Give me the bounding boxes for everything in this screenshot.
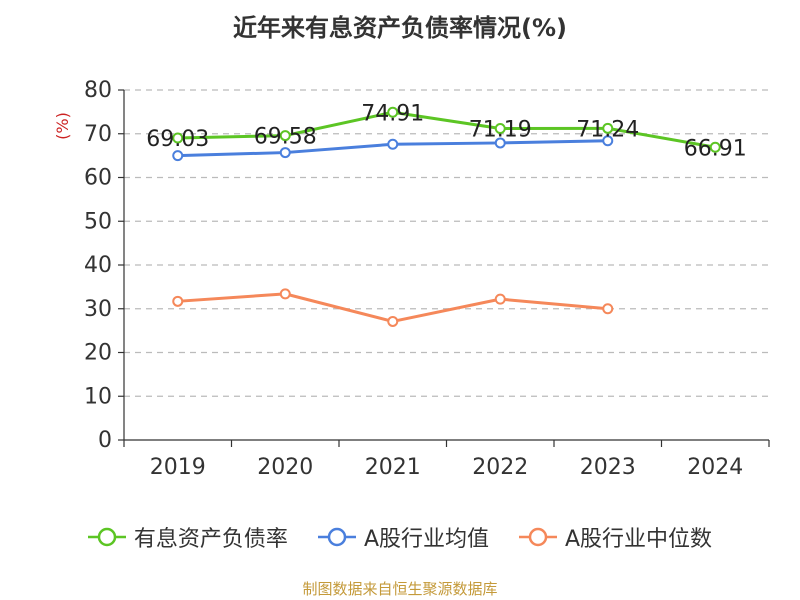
data-point: [602, 122, 614, 134]
y-tick-label: 70: [84, 122, 112, 147]
legend-item[interactable]: 有息资产负债率: [87, 521, 288, 553]
data-label: 71.19: [469, 118, 532, 143]
data-label: 69.03: [146, 127, 209, 152]
x-tick-label: 2022: [472, 455, 528, 480]
data-point: [387, 315, 399, 327]
data-point: [172, 150, 184, 162]
data-point: [279, 288, 291, 300]
data-point: [494, 137, 506, 149]
y-tick-label: 30: [84, 297, 112, 322]
data-label: 69.58: [254, 125, 317, 150]
y-tick-label: 40: [84, 253, 112, 278]
x-tick-label: 2021: [365, 455, 421, 480]
data-labels: 69.03 69.58 74.91 71.19 71.24 66.91: [146, 101, 746, 161]
data-label: 74.91: [361, 101, 424, 126]
x-tick-label: 2024: [687, 455, 743, 480]
axes: 0 10 20 30 40 50 60 70 80 2019 2020 2021 2022 2023 202…: [53, 78, 770, 480]
legend-swatch-icon: [317, 527, 356, 547]
data-point: [602, 303, 614, 315]
x-tick-label: 2020: [257, 455, 313, 480]
y-tick-label: 60: [84, 166, 112, 191]
x-tick-label: 2023: [580, 455, 636, 480]
data-point: [494, 123, 506, 135]
data-point: [494, 293, 506, 305]
y-tick-label: 80: [84, 78, 112, 103]
data-label: 66.91: [684, 136, 747, 161]
y-tick-label: 10: [84, 384, 112, 409]
source-note: 制图数据来自恒生聚源数据库: [302, 580, 498, 598]
y-tick-label: 0: [98, 428, 112, 453]
legend-item[interactable]: A股行业中位数: [519, 521, 712, 553]
series-line: [177, 110, 716, 149]
data-label: 71.24: [576, 117, 639, 142]
data-point: [279, 130, 291, 142]
legend-label: A股行业中位数: [565, 527, 713, 552]
legend-label: 有息资产负债率: [133, 527, 288, 552]
y-tick-label: 20: [84, 341, 112, 366]
data-point: [172, 132, 184, 144]
legend-swatch-icon: [519, 527, 557, 547]
legend-item[interactable]: A股行业均值: [317, 521, 489, 553]
data-point: [387, 138, 399, 150]
data-point: [279, 147, 291, 159]
y-axis-label: (%): [53, 112, 72, 140]
legend: 有息资产负债率 A股行业均值 A股行业中位数: [0, 520, 800, 554]
data-point: [172, 295, 184, 307]
data-point: [709, 141, 721, 153]
chart-title: 近年来有息资产负债率情况(%): [233, 14, 567, 42]
data-point: [602, 135, 614, 147]
legend-swatch-icon: [87, 527, 126, 547]
legend-label: A股行业均值: [363, 527, 489, 552]
y-tick-label: 50: [84, 209, 112, 234]
x-tick-label: 2019: [150, 455, 206, 480]
series-lines: [172, 106, 721, 327]
data-point: [387, 106, 399, 118]
